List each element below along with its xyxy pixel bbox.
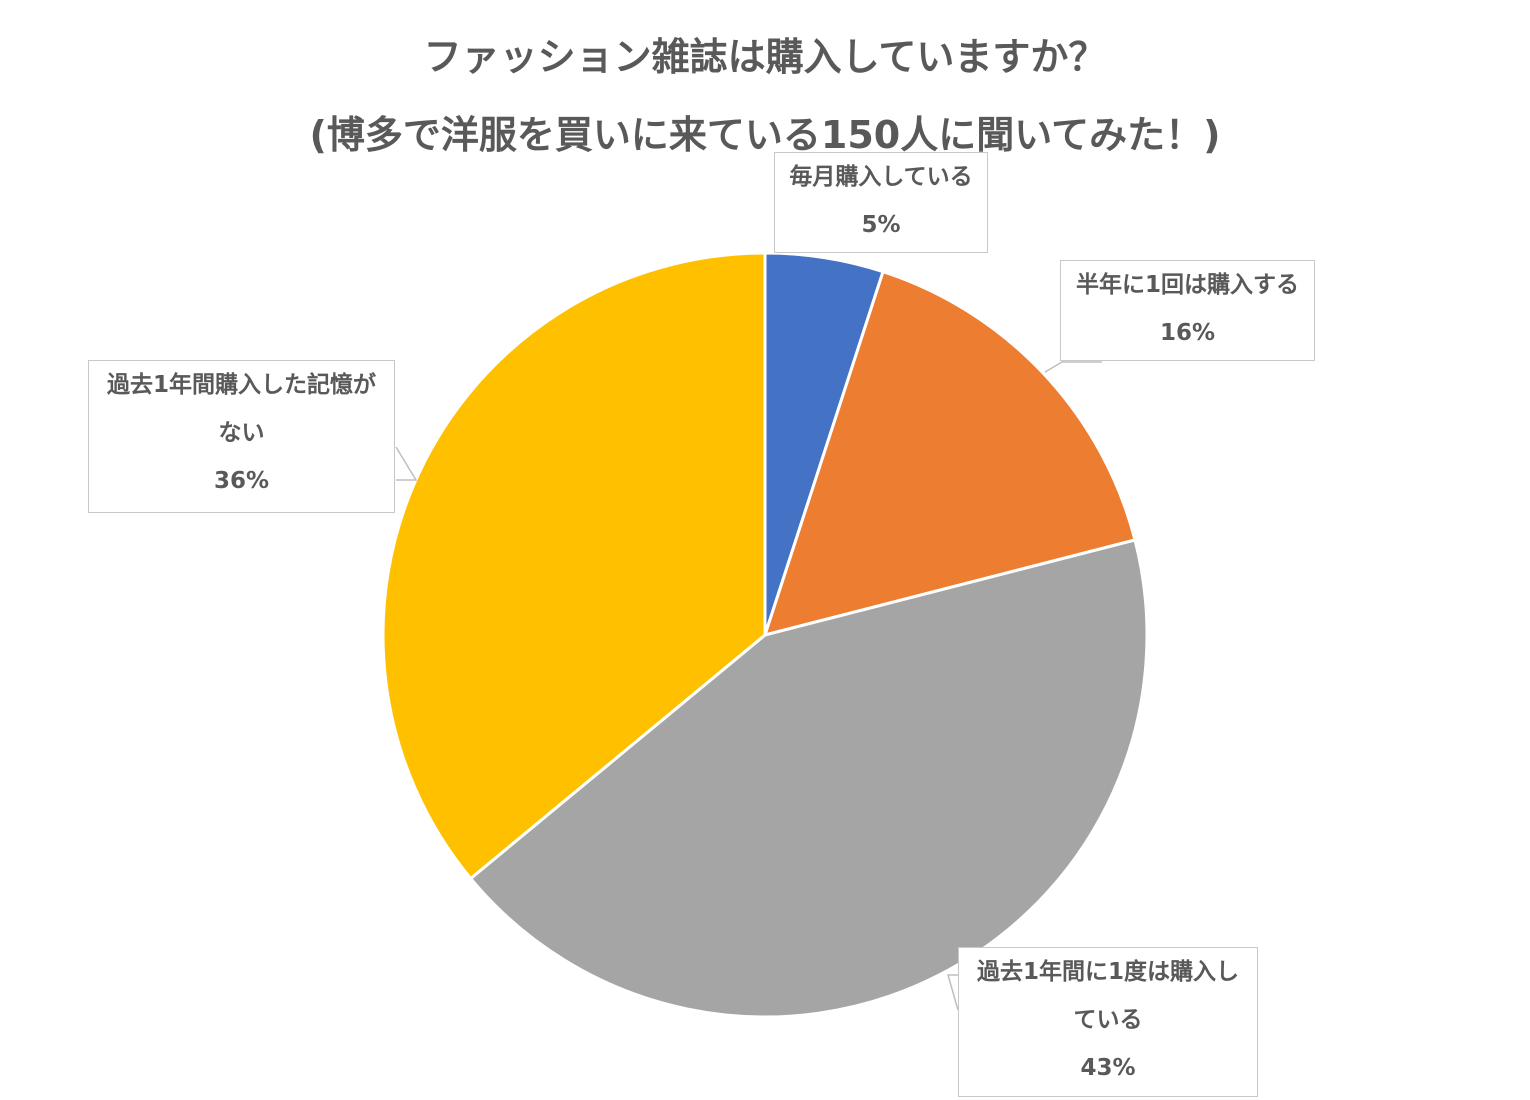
data-label-percent: 5%	[861, 212, 901, 238]
leader-line-half-year	[1044, 361, 1102, 373]
data-label-text: 過去1年間に1度は購入し	[976, 959, 1239, 985]
chart-subtitle: (博多で洋服を買いに来ている150人に聞いてみた！)	[309, 113, 1221, 157]
data-label-percent: 16%	[1159, 320, 1216, 346]
leader-line-once-a-year	[947, 974, 959, 1011]
chart-title: ファッション雑誌は購入していますか？	[423, 35, 1107, 79]
data-label-monthly: 毎月購入している 5%	[774, 152, 988, 253]
data-label-percent: 36%	[213, 468, 270, 494]
pie-slice-once-a-year	[468, 538, 1149, 1019]
data-label-text: ない	[218, 420, 265, 446]
data-label-text: ている	[1073, 1007, 1143, 1033]
pie-slice-none	[381, 251, 767, 881]
data-label-percent: 43%	[1080, 1055, 1136, 1081]
pie-slice-half-year	[762, 269, 1137, 638]
callout-leaders	[395, 361, 1102, 1011]
pie-slices	[381, 251, 1149, 1019]
data-label-half-year: 半年に1回は購入する 16%	[1060, 260, 1315, 361]
data-label-text: 半年に1回は購入する	[1075, 272, 1299, 298]
data-label-once-a-year: 過去1年間に1度は購入し ている 43%	[958, 947, 1258, 1097]
data-label-none: 過去1年間購入した記憶が ない 36%	[88, 360, 395, 513]
data-label-text: 毎月購入している	[789, 164, 973, 190]
data-label-text: 過去1年間購入した記憶が	[106, 372, 376, 398]
leader-line-none	[395, 446, 418, 481]
